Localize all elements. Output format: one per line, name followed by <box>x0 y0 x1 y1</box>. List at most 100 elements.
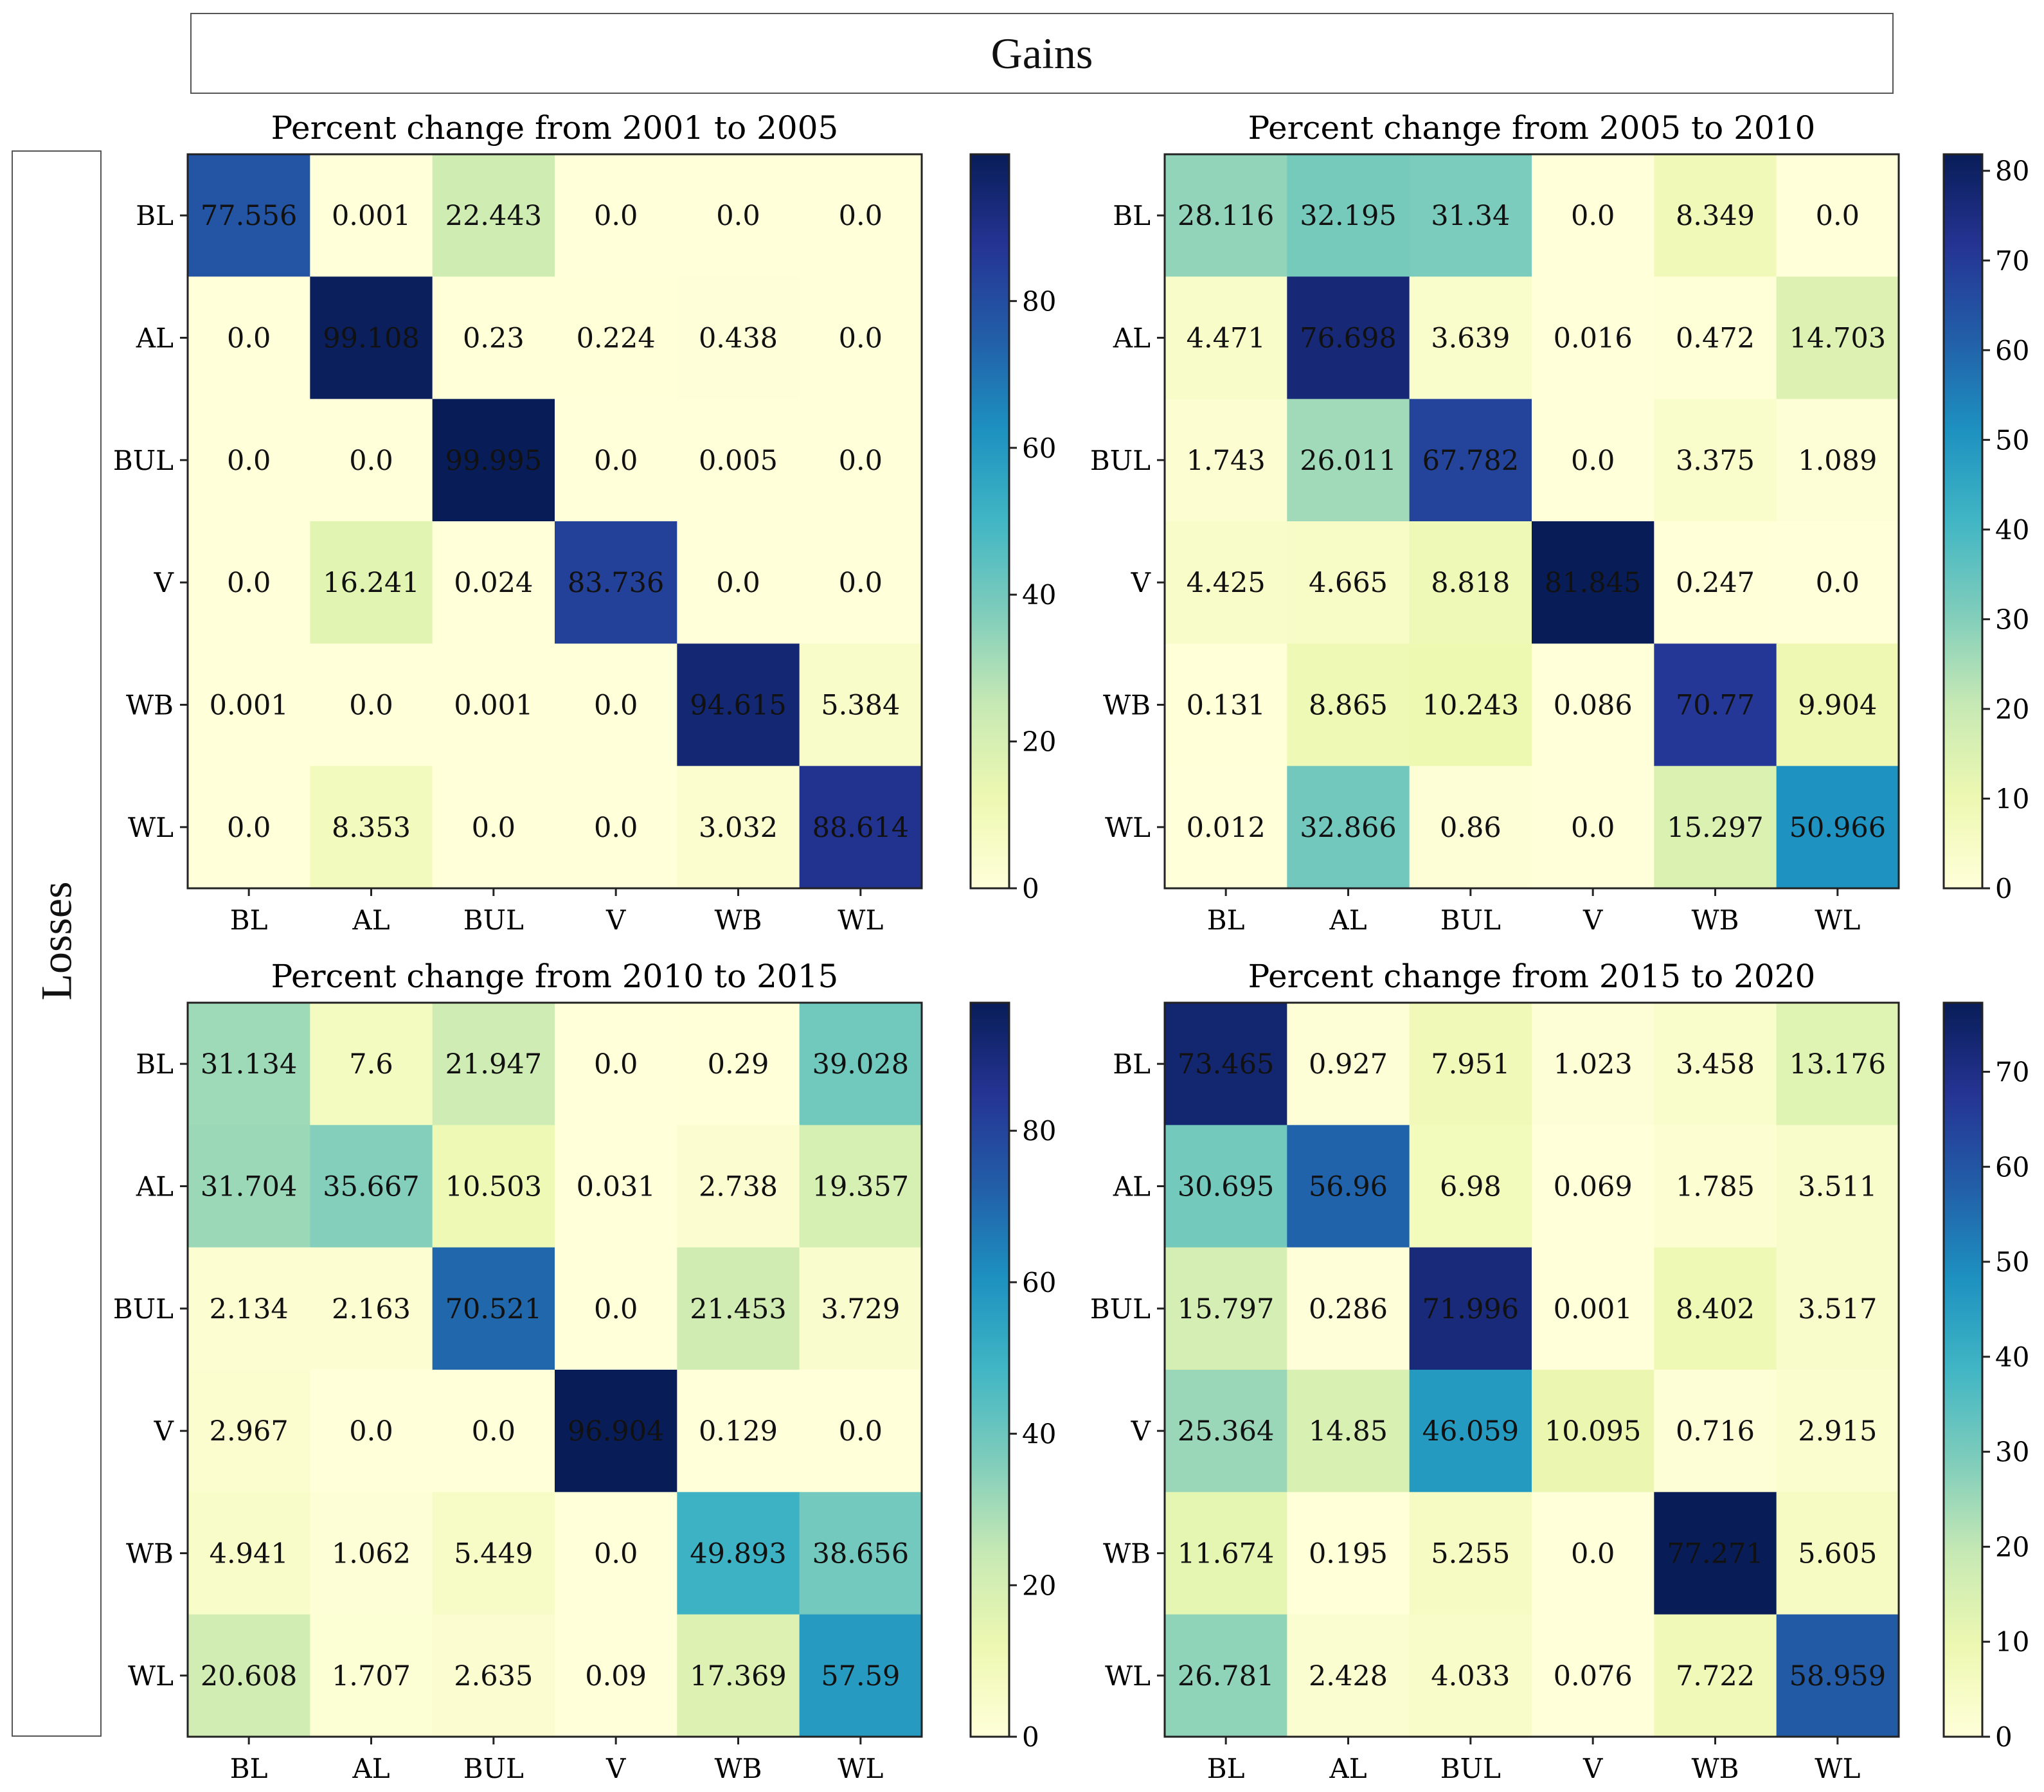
y-tick-label: WB <box>1103 690 1151 721</box>
cell-value-label: 0.0 <box>594 690 638 722</box>
cell-value-label: 0.0 <box>1816 567 1860 599</box>
x-tick-label: AL <box>352 1753 390 1784</box>
heatmap-cell <box>1165 399 1287 522</box>
heatmap-frame <box>1163 1001 1900 1738</box>
cell-value-label: 0.131 <box>1187 690 1266 722</box>
colorbar-tick-label: 0 <box>1995 1721 2013 1753</box>
heatmap-cell <box>1776 521 1899 644</box>
cell-value-label: 4.941 <box>210 1538 289 1570</box>
heatmap-cell <box>432 399 555 522</box>
heatmap-cell <box>188 399 310 522</box>
heatmap-frame <box>186 1001 923 1738</box>
y-tick-label: V <box>154 567 174 598</box>
cell-value-label: 1.707 <box>332 1660 411 1692</box>
colorbar-tick-label: 80 <box>1022 1115 1056 1147</box>
cell-value-label: 0.069 <box>1554 1171 1633 1203</box>
heatmap-cell <box>677 1003 800 1125</box>
heatmap-cell <box>1532 1003 1654 1125</box>
heatmap-cell <box>799 276 922 400</box>
heatmap-cell <box>1409 1492 1532 1615</box>
colorbar-frame <box>1942 1001 1984 1738</box>
cell-value-label: 81.845 <box>1545 567 1641 599</box>
cell-value-label: 0.001 <box>1554 1293 1633 1325</box>
heatmap-cell <box>1165 1003 1287 1125</box>
heatmap-cell <box>555 643 677 767</box>
heatmap-cell <box>188 521 310 644</box>
colorbar-tick-label: 80 <box>1022 285 1056 317</box>
heatmap-cell <box>310 643 433 767</box>
heatmap-cell <box>1532 643 1654 767</box>
cell-value-label: 16.241 <box>323 567 419 599</box>
heatmap-cell <box>799 1125 922 1248</box>
heatmap-cell <box>1409 643 1532 767</box>
heatmap-cell <box>1776 154 1899 277</box>
heatmap-cell <box>1532 1125 1654 1248</box>
heatmap-cell <box>1654 766 1777 889</box>
heatmap-cell <box>799 399 922 522</box>
cell-value-label: 77.271 <box>1667 1538 1763 1570</box>
cell-value-label: 0.005 <box>699 445 778 477</box>
heatmap-cell <box>799 1614 922 1737</box>
heatmap-cell <box>1654 276 1777 400</box>
x-tick-label: BL <box>1207 904 1245 936</box>
heatmap-cell <box>432 521 555 644</box>
heatmap-cell <box>555 276 677 400</box>
cell-value-label: 0.031 <box>577 1171 656 1203</box>
cell-value-label: 0.0 <box>839 445 883 477</box>
cell-value-label: 31.134 <box>201 1048 297 1080</box>
colorbar-tick-label: 20 <box>1995 1531 2029 1563</box>
colorbar-tick-label: 60 <box>1022 1267 1056 1298</box>
cell-value-label: 10.243 <box>1422 690 1519 722</box>
y-tick-label: AL <box>136 323 174 354</box>
heatmap-cell <box>1776 1247 1899 1370</box>
cell-value-label: 46.059 <box>1422 1415 1519 1447</box>
cell-value-label: 30.695 <box>1178 1171 1274 1203</box>
cell-value-label: 5.605 <box>1798 1538 1877 1570</box>
heatmap-cell <box>555 1370 677 1492</box>
heatmap-cell <box>1654 521 1777 644</box>
x-tick-label: WL <box>1815 1753 1860 1784</box>
colorbar-tick-label: 70 <box>1995 245 2029 276</box>
cell-value-label: 5.449 <box>454 1538 533 1570</box>
panel-title: Percent change from 2005 to 2010 <box>1248 109 1816 147</box>
cell-value-label: 1.023 <box>1554 1048 1633 1080</box>
heatmap-cell <box>1409 1614 1532 1737</box>
heatmap-cell <box>188 1492 310 1615</box>
heatmap-cell <box>799 521 922 644</box>
heatmap-cell <box>1532 1247 1654 1370</box>
heatmap-cell <box>310 766 433 889</box>
heatmap-cell <box>188 643 310 767</box>
x-tick-label: WB <box>1691 904 1739 936</box>
cell-value-label: 88.614 <box>812 812 909 844</box>
heatmap-cell <box>310 1492 433 1615</box>
heatmap-cell <box>555 399 677 522</box>
heatmap-cell <box>432 1003 555 1125</box>
heatmap-cell <box>677 1492 800 1615</box>
cell-value-label: 6.98 <box>1440 1171 1502 1203</box>
gains-label: Gains <box>991 28 1093 78</box>
heatmap-cell <box>677 1614 800 1737</box>
heatmap-cell <box>1165 1370 1287 1492</box>
heatmap-cell <box>432 1492 555 1615</box>
cell-value-label: 0.0 <box>349 445 393 477</box>
colorbar-tick-label: 10 <box>1995 1626 2029 1658</box>
cell-value-label: 0.0 <box>349 690 393 722</box>
y-tick-label: WL <box>1105 1660 1151 1692</box>
heatmap-cell <box>1776 1370 1899 1492</box>
cell-value-label: 3.511 <box>1798 1171 1877 1203</box>
y-tick-label: BL <box>136 1048 174 1080</box>
cell-value-label: 56.96 <box>1309 1171 1388 1203</box>
cell-value-label: 22.443 <box>445 200 542 232</box>
cell-value-label: 1.743 <box>1187 445 1266 477</box>
cell-value-label: 0.001 <box>454 690 533 722</box>
cell-value-label: 21.453 <box>690 1293 786 1325</box>
x-tick-label: WL <box>838 904 883 936</box>
cell-value-label: 19.357 <box>812 1171 909 1203</box>
heatmap-cell <box>799 766 922 889</box>
heatmap-cell <box>555 1247 677 1370</box>
heatmap-cell <box>1287 276 1410 400</box>
heatmap-cell <box>799 643 922 767</box>
heatmap-cell <box>677 276 800 400</box>
heatmap-cell <box>1287 399 1410 522</box>
colorbar-tick-label: 30 <box>1995 604 2029 635</box>
